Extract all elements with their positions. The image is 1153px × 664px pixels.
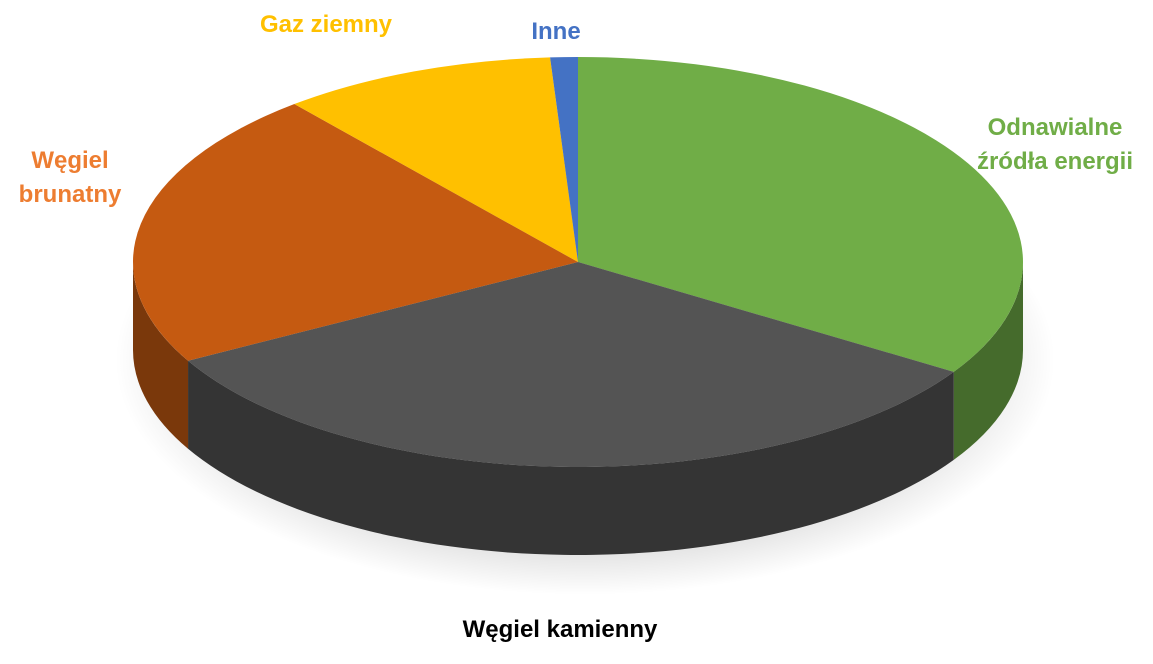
slice [578, 57, 1023, 372]
slice [550, 57, 578, 262]
slice-label: Gaz ziemny [259, 11, 393, 38]
slice-label: Odnawialne źródła energii [976, 114, 1134, 175]
slice-label: Węgiel kamienny [462, 616, 658, 643]
slice-side [953, 262, 1023, 460]
slice [133, 104, 578, 361]
slice-side [188, 360, 954, 556]
slice [294, 57, 578, 262]
slice-label: Inne [531, 18, 581, 45]
slice-side [133, 262, 189, 449]
slice [188, 262, 954, 468]
slice-label: Węgiel brunatny [18, 147, 122, 208]
